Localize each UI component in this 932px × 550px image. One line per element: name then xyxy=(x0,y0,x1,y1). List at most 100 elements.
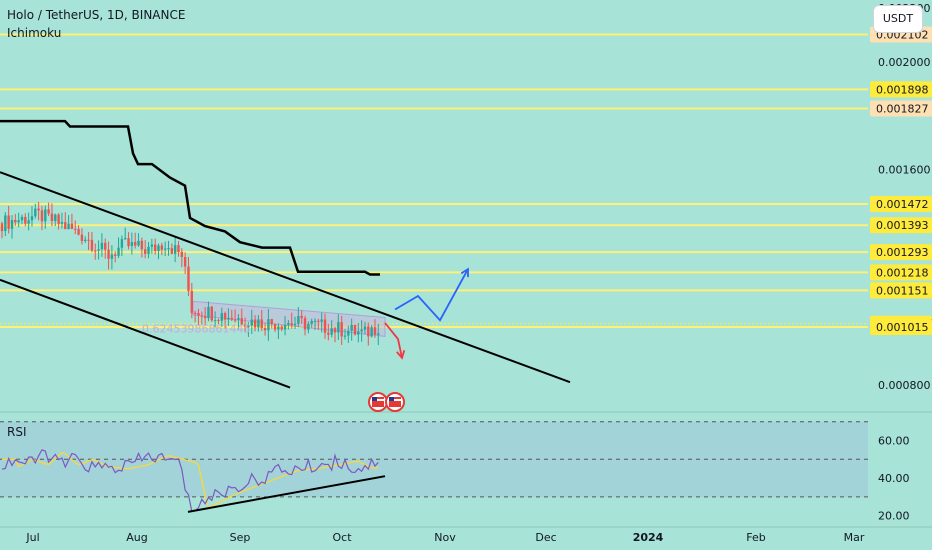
price-badge[interactable]: 0.001393 xyxy=(870,217,932,234)
candle-body xyxy=(177,245,180,252)
candle-body xyxy=(94,250,97,252)
candle xyxy=(273,323,277,332)
flag-body-icon xyxy=(389,397,401,407)
forecast-up-arrow[interactable] xyxy=(394,268,469,322)
candle-body xyxy=(263,328,267,331)
candle-body xyxy=(293,323,297,326)
candle xyxy=(30,206,34,227)
price-badge[interactable]: 0.001151 xyxy=(870,282,932,299)
forecast-arrows[interactable] xyxy=(384,267,469,360)
candle xyxy=(150,238,154,254)
candle xyxy=(60,212,64,229)
price-tick-label: 0.001600 xyxy=(878,164,931,177)
rsi-tick-label: 40.00 xyxy=(878,472,910,485)
candle-body xyxy=(353,324,357,335)
kijun-path xyxy=(0,119,380,276)
candle-body xyxy=(197,313,200,316)
candle xyxy=(277,323,280,339)
candle xyxy=(110,245,114,270)
candle-body xyxy=(117,247,120,256)
candle xyxy=(367,322,370,346)
candle xyxy=(220,307,223,327)
candle-body xyxy=(24,216,27,224)
candle-body xyxy=(130,242,134,247)
flag-icon[interactable] xyxy=(368,392,388,412)
candle-body xyxy=(210,306,213,321)
time-tick-label: Nov xyxy=(434,531,456,544)
candle xyxy=(233,309,237,323)
price-badge-label: 0.001827 xyxy=(876,102,929,115)
price-badge[interactable]: 0.001218 xyxy=(870,264,932,281)
candle-body xyxy=(17,220,20,223)
candle-body xyxy=(167,248,170,250)
candle xyxy=(130,232,134,255)
forecast-up-arrow-head[interactable] xyxy=(460,267,469,278)
candles xyxy=(0,201,380,346)
upper-channel-line[interactable] xyxy=(0,171,571,384)
candle xyxy=(230,309,233,322)
rsi-label[interactable]: RSI xyxy=(7,425,27,439)
candle-body xyxy=(300,316,303,319)
rsi-trendline[interactable] xyxy=(187,475,386,513)
candle xyxy=(267,309,270,341)
candle xyxy=(70,213,74,230)
candle-body xyxy=(313,320,317,322)
symbol-title[interactable]: Holo / TetherUS, 1D, BINANCE xyxy=(7,8,186,22)
candle-body xyxy=(34,208,37,217)
candle xyxy=(197,308,200,326)
price-badge-bg xyxy=(870,318,932,335)
overlay-text: 0.62453986861445 xyxy=(142,322,250,335)
candle xyxy=(117,237,120,259)
price-axis[interactable]: 0.0022000.0020000.0016000.0008000.002102… xyxy=(870,2,932,523)
price-badge[interactable]: 0.001015 xyxy=(870,318,932,335)
time-axis[interactable]: Jul Aug Sep Oct Nov Dec 2024 Feb Mar xyxy=(0,526,932,544)
candle-body xyxy=(107,249,110,259)
price-badge-label: 0.001393 xyxy=(876,219,929,232)
candle-body xyxy=(150,244,154,247)
candle xyxy=(183,252,187,275)
candle xyxy=(57,213,60,230)
candle xyxy=(250,309,253,334)
time-tick-label: Oct xyxy=(332,531,352,544)
candle-body xyxy=(84,239,87,242)
forecast-down-arrow-head[interactable] xyxy=(396,349,406,360)
price-badge-label: 0.001898 xyxy=(876,83,929,96)
currency-button[interactable]: USDT xyxy=(873,5,923,33)
candle-body xyxy=(227,317,230,320)
price-badge[interactable]: 0.001293 xyxy=(870,244,932,261)
price-badge[interactable]: 0.001827 xyxy=(870,100,932,117)
time-tick-label: Feb xyxy=(746,531,765,544)
candle-body xyxy=(280,326,283,330)
indicator-label[interactable]: Ichimoku xyxy=(7,26,62,40)
candle xyxy=(97,240,100,260)
candle-body xyxy=(297,316,300,324)
candle-body xyxy=(40,210,44,222)
rsi-ma-line xyxy=(2,451,379,509)
candle xyxy=(80,228,84,245)
flag-icon[interactable] xyxy=(385,392,405,412)
price-levels xyxy=(0,33,868,337)
candle-body xyxy=(67,223,70,230)
candle xyxy=(87,232,90,251)
kijun-line xyxy=(0,119,380,276)
rsi-tick-label: 60.00 xyxy=(878,435,910,448)
candle xyxy=(217,318,220,325)
candle xyxy=(287,320,290,330)
forecast-down-arrow[interactable] xyxy=(384,322,403,359)
price-tick-label: 0.000800 xyxy=(878,379,931,392)
candle-body xyxy=(213,319,217,321)
price-badge[interactable]: 0.001898 xyxy=(870,81,932,98)
candle xyxy=(283,316,287,336)
candle-body xyxy=(367,326,370,337)
candle xyxy=(327,323,330,341)
price-badge[interactable]: 0.001472 xyxy=(870,195,932,212)
lower-channel-line[interactable] xyxy=(0,278,291,389)
candle xyxy=(270,318,273,329)
trendlines[interactable] xyxy=(0,171,571,389)
price-badge-label: 0.001151 xyxy=(876,284,929,297)
candle-body xyxy=(64,222,67,230)
candle-body xyxy=(253,319,257,328)
candle-body xyxy=(217,319,220,321)
candle xyxy=(313,318,317,330)
